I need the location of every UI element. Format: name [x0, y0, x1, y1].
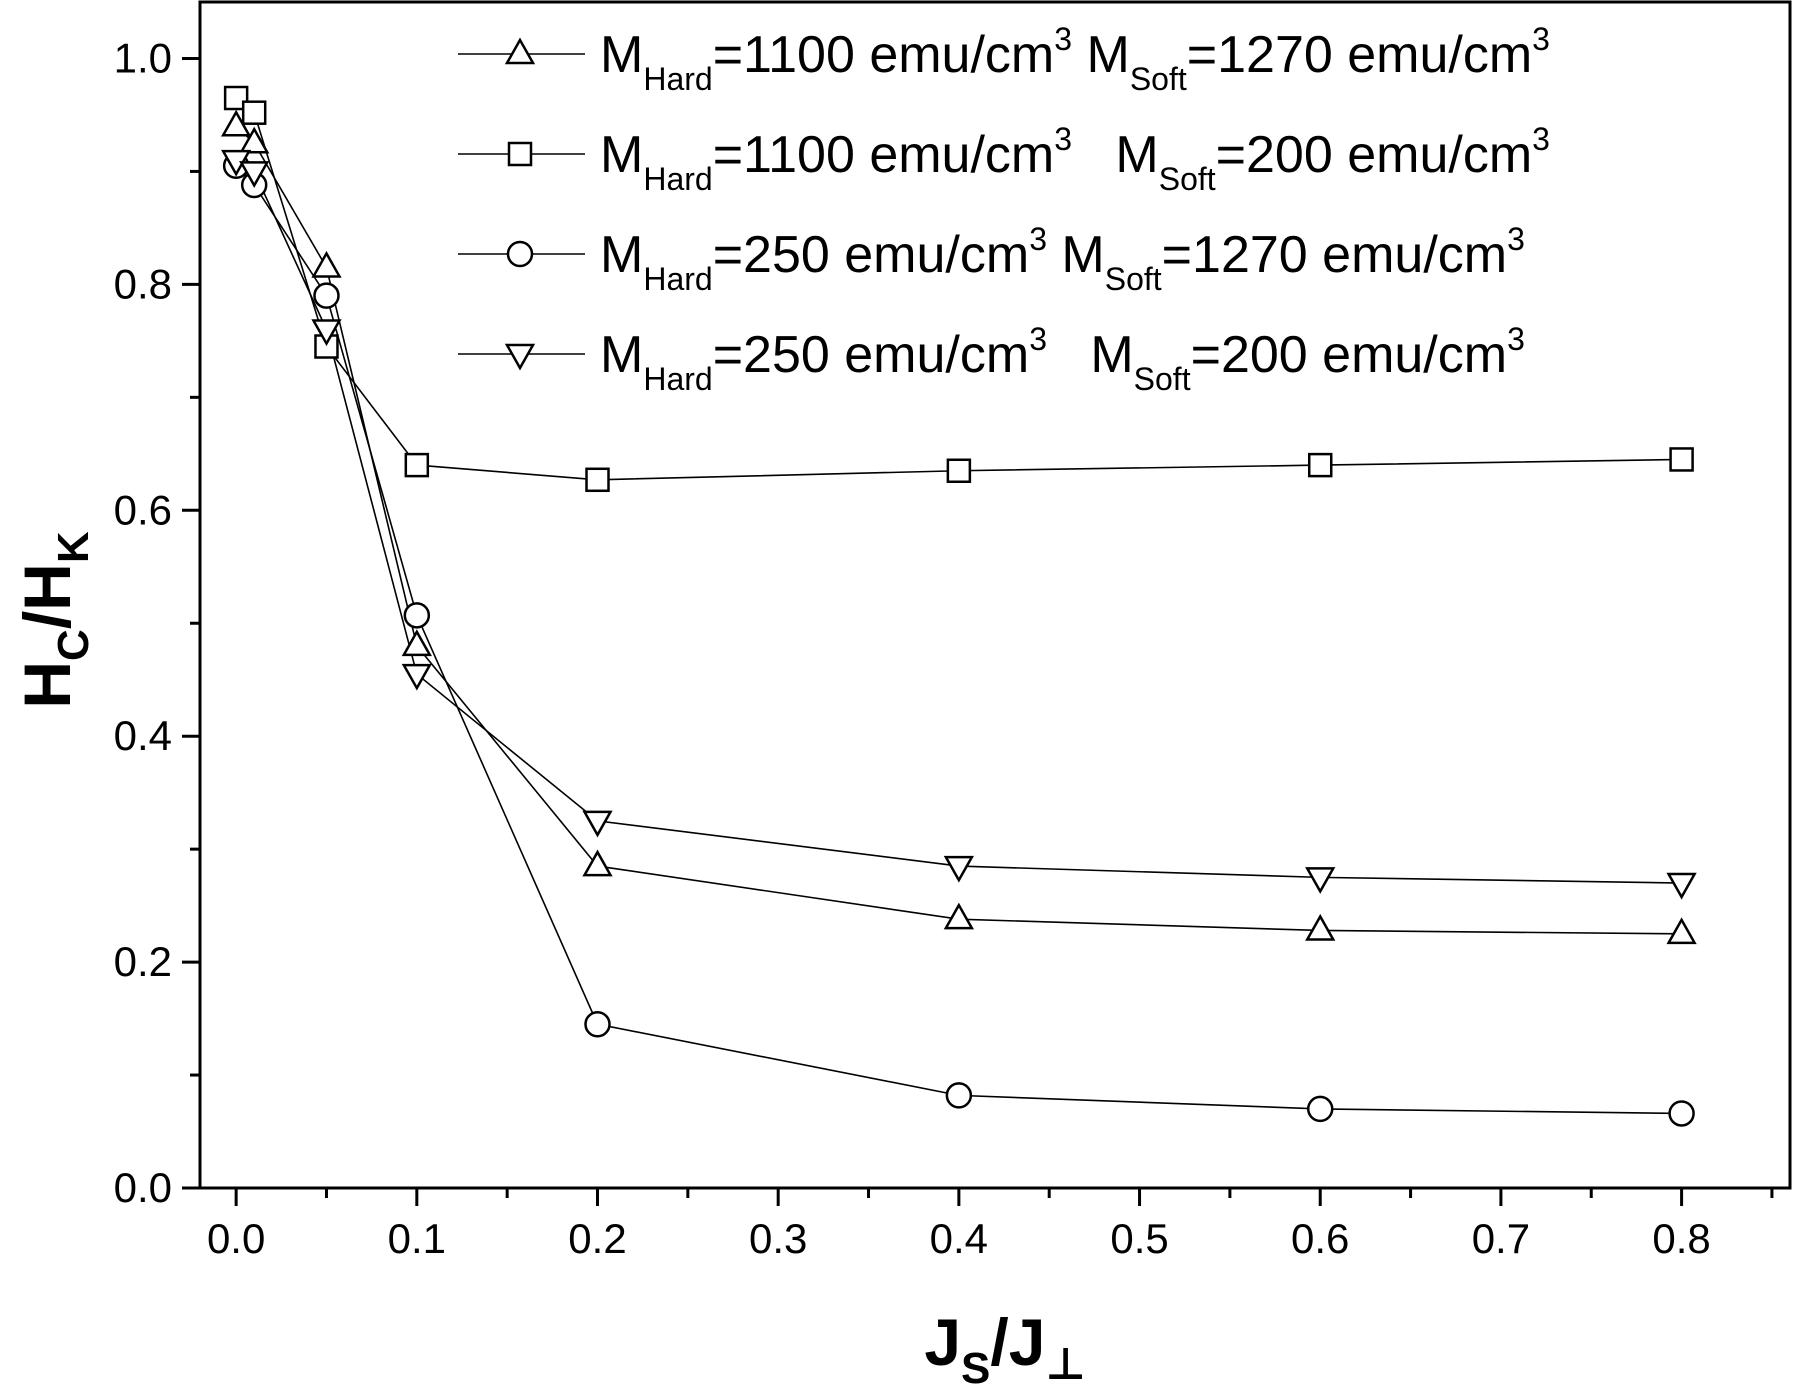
legend-marker — [507, 141, 533, 167]
y-tick-label: 1.0 — [114, 34, 172, 81]
data-point-s3 — [945, 1082, 973, 1109]
data-point-s4 — [1666, 872, 1697, 900]
y-tick-label: 0.2 — [114, 938, 172, 985]
data-point-s1 — [943, 902, 975, 930]
data-point-s1 — [1305, 913, 1336, 941]
data-point-s2 — [1307, 452, 1333, 478]
data-point-s1 — [1666, 917, 1697, 945]
x-tick-label: 0.8 — [1652, 1215, 1710, 1262]
x-tick-label: 0.3 — [749, 1215, 807, 1262]
legend-label: MHard=1100 emu/cm3 MSoft=200 emu/cm3 — [600, 121, 1550, 197]
x-tick-label: 0.0 — [207, 1215, 265, 1262]
data-point-s2 — [223, 85, 249, 111]
axis-ticks: 0.0 0.1 0.2 0.3 0.4 0.5 0.6 0.7 0.8 0.0 0.2 0.4 0.6 0… — [114, 34, 1774, 1262]
data-point-s3 — [313, 282, 340, 309]
data-point-s2 — [585, 467, 610, 493]
plot-frame — [198, 0, 1792, 1190]
series-line-4 — [235, 159, 1682, 884]
x-axis-title: JS/J⊥ — [924, 1305, 1085, 1389]
legend-marker — [504, 37, 536, 65]
data-point-s3 — [584, 1010, 611, 1038]
x-tick-label: 0.1 — [388, 1215, 446, 1262]
data-point-s4 — [582, 810, 613, 838]
data-point-s4 — [401, 663, 432, 691]
data-point-s1 — [582, 849, 613, 877]
series-markers — [220, 85, 1697, 1127]
data-point-s4 — [943, 855, 975, 883]
legend-label: MHard=250 emu/cm3 MSoft=1270 emu/cm3 — [600, 221, 1525, 297]
data-point-s1 — [401, 629, 432, 657]
data-point-s4 — [239, 161, 270, 188]
y-axis-title: HC/HK — [10, 531, 98, 708]
data-point-s4 — [1305, 867, 1336, 894]
data-point-s1 — [239, 126, 270, 154]
y-tick-label: 0.0 — [114, 1164, 172, 1211]
data-point-s3 — [1306, 1095, 1334, 1123]
legend-label: MHard=1100 emu/cm3 MSoft=1270 emu/cm3 — [600, 21, 1550, 97]
x-tick-label: 0.5 — [1110, 1215, 1168, 1262]
x-tick-label: 0.2 — [568, 1215, 626, 1262]
data-point-s3 — [1668, 1100, 1695, 1127]
data-point-s2 — [946, 458, 972, 484]
data-point-s3 — [403, 602, 431, 629]
data-point-s1 — [311, 250, 342, 278]
y-tick-label: 0.8 — [114, 260, 172, 307]
data-point-s4 — [311, 319, 342, 347]
data-point-s2 — [1669, 447, 1694, 472]
legend-label: MHard=250 emu/cm3 MSoft=200 emu/cm3 — [600, 321, 1525, 397]
y-tick-label: 0.6 — [114, 486, 172, 533]
legend: MHard=1100 emu/cm3 MSoft=1270 emu/cm3 MHa… — [458, 21, 1550, 397]
y-tick-label: 0.4 — [114, 712, 172, 759]
legend-marker — [506, 240, 534, 268]
x-tick-label: 0.6 — [1291, 1215, 1349, 1262]
x-tick-label: 0.4 — [930, 1215, 988, 1262]
data-point-s2 — [404, 452, 430, 478]
data-point-s2 — [241, 100, 267, 125]
x-tick-label: 0.7 — [1472, 1215, 1530, 1262]
series-line-3 — [235, 165, 1682, 1115]
legend-marker — [504, 343, 536, 371]
